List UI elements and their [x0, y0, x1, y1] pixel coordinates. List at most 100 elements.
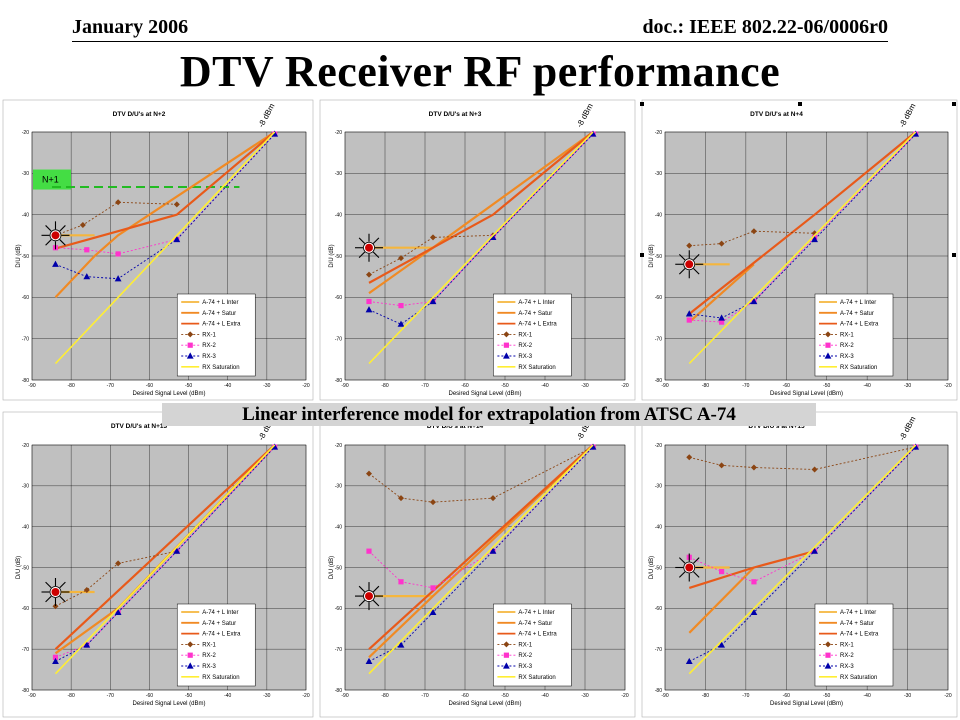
burst-ray — [358, 585, 366, 593]
point-rx-1 — [686, 454, 693, 461]
x-tick-label: -70 — [421, 383, 428, 389]
x-tick-label: -80 — [381, 693, 388, 699]
y-tick-label: -60 — [22, 295, 29, 301]
y-tick-label: -20 — [22, 443, 29, 449]
y-tick-label: -30 — [655, 171, 662, 177]
burst-ray — [372, 599, 380, 607]
point-rx-3 — [271, 130, 279, 137]
legend-entry: RX-1 — [840, 642, 854, 648]
slide-title: DTV Receiver RF performance — [179, 47, 781, 96]
point-rx-2 — [366, 548, 372, 554]
y-tick-label: -70 — [335, 336, 342, 342]
burst-ray — [693, 571, 700, 578]
point-rx-2 — [719, 319, 725, 325]
x-tick-label: -50 — [185, 383, 192, 389]
point-rx-3 — [365, 657, 373, 665]
x-tick-label: -80 — [68, 693, 75, 699]
point-rx-3 — [489, 233, 497, 240]
x-tick-label: -50 — [501, 693, 508, 699]
legend-marker — [187, 641, 194, 648]
start-point-burst — [41, 221, 70, 250]
legend-marker — [825, 342, 831, 348]
selection-handle — [952, 102, 956, 106]
x-tick-label: -50 — [823, 383, 830, 389]
x-axis-label: Desired Signal Level (dBm) — [770, 391, 843, 397]
y-tick-label: -70 — [655, 336, 662, 342]
x-tick-label: -60 — [146, 383, 153, 389]
legend-entry: RX-2 — [840, 343, 854, 349]
point-rx-3 — [83, 641, 91, 648]
x-tick-label: -20 — [944, 693, 951, 699]
x-axis-label: Desired Signal Level (dBm) — [770, 701, 843, 707]
x-tick-label: -80 — [381, 383, 388, 389]
chart-title: DTV D/U's at N+14 — [427, 423, 484, 430]
chart-panel-5: -20-30-40-50-60-70-80-90 -80 -70 -60 -50 -40-… — [319, 411, 636, 718]
legend-entry: RX Saturation — [840, 365, 877, 371]
burst-ray — [358, 237, 366, 244]
point-rx-2 — [366, 298, 372, 305]
legend-entry: RX-1 — [202, 332, 216, 338]
x-tick-label: -40 — [864, 693, 871, 699]
y-tick-label: -70 — [22, 336, 29, 342]
y-tick-label: -40 — [22, 524, 29, 530]
point-rx-2 — [430, 585, 436, 591]
legend: A-74 + L Inter A-74 + Satur A-74 + L Extra… — [176, 603, 256, 687]
burst-ray — [693, 557, 700, 564]
point-rx-1 — [115, 199, 122, 206]
y-tick-label: -30 — [335, 484, 342, 490]
burst-dot — [51, 231, 60, 240]
legend-marker — [186, 352, 194, 359]
burst-ray — [372, 251, 380, 259]
burst-dot — [365, 592, 373, 601]
legend-entry: A-74 + L Inter — [518, 300, 554, 306]
point-rx-3 — [718, 641, 725, 648]
legend-entry: A-74 + Satur — [518, 621, 552, 627]
legend-entry: RX-3 — [840, 354, 854, 360]
legend-entry: RX Saturation — [840, 675, 877, 681]
chart-title: DTV D/U's at N+2 — [113, 111, 166, 118]
legend-marker — [186, 662, 194, 669]
burst-ray — [45, 595, 52, 603]
burst-ray — [678, 557, 686, 564]
legend-marker — [503, 641, 510, 648]
burst-ray — [45, 225, 52, 232]
x-tick-label: -90 — [661, 383, 668, 389]
x-tick-label: -40 — [541, 693, 548, 699]
legend-entry: A-74 + Satur — [202, 621, 236, 627]
point-rx-1 — [750, 464, 757, 471]
x-tick-label: -20 — [621, 693, 628, 699]
y-tick-label: -30 — [335, 171, 342, 177]
chart-panel-3: -20-30-40-50-60-70-80-90 -80 -70 -60 -50 -40-… — [641, 99, 958, 401]
legend-entry: RX-3 — [518, 664, 532, 670]
point-rx-2 — [84, 247, 90, 253]
y-tick-label: -30 — [22, 484, 29, 490]
legend-entry: RX-1 — [202, 642, 216, 648]
legend-entry: A-74 + L Inter — [518, 610, 554, 616]
y-tick-label: -40 — [335, 524, 342, 530]
start-point-burst — [355, 582, 383, 611]
point-rx-3 — [114, 608, 122, 616]
series-line-a-74-satur — [54, 131, 276, 299]
series-line-rx-1 — [55, 550, 177, 607]
series-line-a-74-satur — [688, 263, 755, 323]
series-line-a-74-l-extra — [55, 131, 276, 250]
point-rx-3 — [173, 547, 181, 554]
point-rx-3 — [83, 273, 91, 280]
burst-dot — [51, 588, 60, 596]
chart-panel-6: -20-30-40-50-60-70-80-90 -80 -70 -60 -50 -40-… — [641, 411, 958, 718]
series-line-a-74-l-extra — [368, 444, 594, 651]
legend: A-74 + L Inter A-74 + Satur A-74 + L Extra… — [814, 293, 894, 377]
point-rx-1 — [83, 586, 90, 593]
series-line-rx-1 — [368, 234, 494, 275]
y-tick-label: -80 — [22, 688, 29, 694]
point-rx-1 — [173, 201, 180, 208]
legend-marker — [503, 662, 510, 669]
legend-entry: RX-1 — [518, 332, 532, 338]
point-rx-1 — [750, 228, 757, 235]
point-rx-3 — [52, 260, 59, 267]
legend: A-74 + L Inter A-74 + Satur A-74 + L Extra… — [493, 293, 572, 377]
x-tick-label: -30 — [263, 383, 270, 389]
series-line-rx-saturation — [54, 131, 276, 365]
x-tick-label: -80 — [702, 693, 709, 699]
x-axis-label: Desired Signal Level (dBm) — [132, 391, 205, 397]
